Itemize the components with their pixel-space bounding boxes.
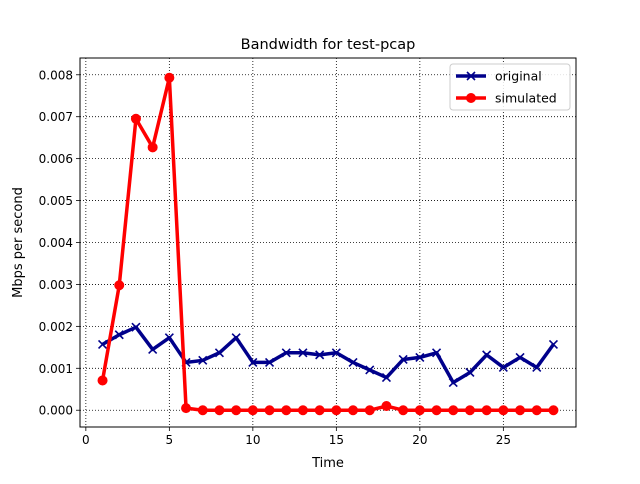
data-point-original <box>198 355 208 365</box>
x-tick-label: 25 <box>496 433 511 447</box>
legend-label: simulated <box>495 91 557 106</box>
series-simulated <box>97 72 559 416</box>
series-line-original <box>101 325 555 385</box>
data-point-simulated <box>197 405 208 416</box>
data-point-simulated <box>247 405 258 416</box>
y-tick-label: 0.007 <box>39 110 73 124</box>
y-tick-label: 0.002 <box>39 320 73 334</box>
data-point-original <box>548 339 559 349</box>
data-point-simulated <box>164 72 175 83</box>
data-point-simulated <box>548 405 559 416</box>
data-point-original <box>148 344 158 354</box>
data-point-simulated <box>448 405 459 416</box>
data-point-simulated <box>348 405 359 416</box>
legend-item-simulated: simulated <box>456 91 557 106</box>
data-point-original <box>114 330 124 340</box>
y-tick-label: 0.000 <box>39 404 73 418</box>
data-point-simulated <box>364 405 375 416</box>
data-point-simulated <box>147 142 158 153</box>
data-point-simulated <box>97 375 108 386</box>
data-point-original <box>515 352 525 362</box>
data-point-original <box>498 362 508 373</box>
data-point-simulated <box>531 405 542 416</box>
data-point-simulated <box>231 405 242 416</box>
data-point-simulated <box>297 405 308 416</box>
data-point-simulated <box>181 403 192 414</box>
data-point-original <box>248 357 258 367</box>
x-axis-label: Time <box>311 456 344 471</box>
y-axis-label: Mbps per second <box>11 187 26 298</box>
data-point-original <box>398 354 408 365</box>
legend-item-original: original <box>456 69 542 84</box>
data-point-original <box>532 362 542 373</box>
y-tick-label: 0.003 <box>39 278 73 292</box>
data-point-simulated <box>130 113 141 124</box>
data-point-original <box>482 350 492 360</box>
data-point-original <box>465 367 475 378</box>
data-point-original <box>365 365 375 375</box>
data-point-simulated <box>214 405 225 416</box>
data-point-simulated <box>498 405 509 416</box>
chart-title: Bandwidth for test-pcap <box>241 37 416 53</box>
series-original <box>97 322 559 388</box>
x-tick-label: 20 <box>412 433 427 447</box>
y-tick-label: 0.005 <box>39 194 73 208</box>
y-tick-label: 0.001 <box>39 362 73 376</box>
data-point-original <box>415 352 425 362</box>
data-point-simulated <box>515 405 526 416</box>
data-point-original <box>281 348 291 358</box>
data-point-original <box>97 339 108 349</box>
data-point-simulated <box>314 405 325 416</box>
data-point-simulated <box>481 405 492 416</box>
data-point-original <box>131 322 141 332</box>
x-tick-label: 10 <box>245 433 260 447</box>
data-point-original <box>298 348 308 358</box>
y-tick-label: 0.008 <box>39 68 73 82</box>
legend-marker <box>466 71 476 81</box>
x-tick-label: 5 <box>166 433 174 447</box>
plot-frame <box>79 57 577 428</box>
data-point-original <box>331 348 341 358</box>
data-point-original <box>231 333 241 343</box>
legend: original simulated <box>449 63 571 111</box>
data-point-original <box>348 357 358 367</box>
data-point-simulated <box>264 405 275 416</box>
y-tick-label: 0.006 <box>39 152 73 166</box>
data-point-simulated <box>381 401 392 412</box>
data-point-simulated <box>431 405 442 416</box>
data-point-original <box>214 348 225 358</box>
x-tick-label: 15 <box>329 433 344 447</box>
data-point-original <box>315 350 325 360</box>
data-point-simulated <box>464 405 475 416</box>
tick-layer: 0 5 10 15 20 25 0.000 0.001 0.002 0.003 0.004 0.005… <box>39 68 511 447</box>
data-point-simulated <box>331 405 342 416</box>
legend-label: original <box>495 69 542 84</box>
data-point-original <box>448 377 458 388</box>
x-tick-label: 0 <box>82 433 90 447</box>
data-point-simulated <box>398 405 409 416</box>
data-point-original <box>381 372 392 383</box>
y-tick-label: 0.004 <box>39 236 73 250</box>
data-point-original <box>164 333 174 343</box>
legend-marker <box>466 93 476 103</box>
series-layer <box>97 72 559 416</box>
data-point-simulated <box>114 280 125 291</box>
data-point-original <box>431 348 442 358</box>
data-point-simulated <box>281 405 292 416</box>
grid-layer <box>80 58 576 427</box>
series-line-simulated <box>100 75 554 412</box>
data-point-original <box>264 357 275 367</box>
data-point-simulated <box>414 405 425 416</box>
